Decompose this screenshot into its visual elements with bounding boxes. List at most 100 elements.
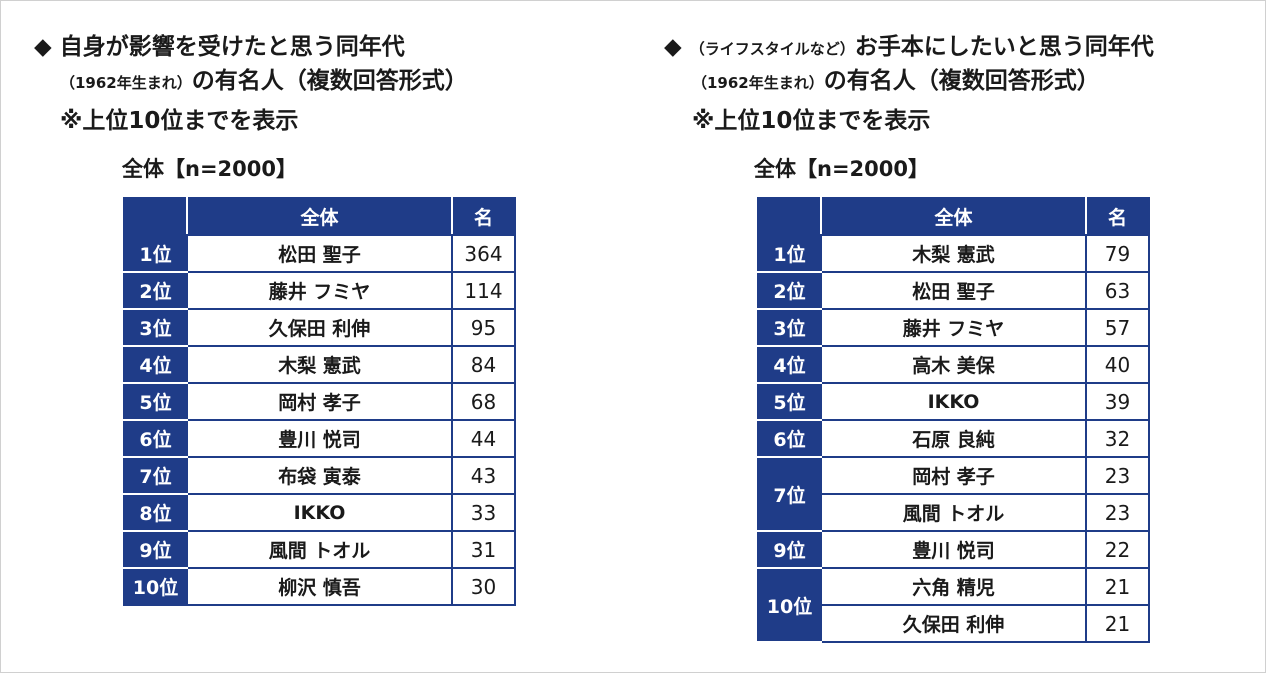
rank-cell: 3位: [757, 308, 822, 347]
right-title-mark: ◆: [664, 34, 690, 60]
rank-cell: 1位: [757, 234, 822, 273]
right-note: ※上位10位までを表示: [692, 108, 931, 134]
rank-cell: 5位: [757, 382, 822, 421]
name-cell: 布袋 寅泰: [186, 456, 453, 495]
count-cell: 22: [1085, 530, 1150, 569]
count-cell: 39: [1085, 382, 1150, 421]
table-row: 5位 IKKO 39: [757, 382, 1150, 421]
rank-cell: 4位: [757, 345, 822, 384]
table-row: 7位 布袋 寅泰 43: [123, 456, 516, 495]
table-row: 4位 木梨 憲武 84: [123, 345, 516, 384]
rank-cell: 9位: [123, 530, 188, 569]
left-header-name: 全体: [186, 197, 453, 236]
name-cell: 岡村 孝子: [820, 456, 1087, 495]
name-cell: 木梨 憲武: [186, 345, 453, 384]
left-header-rank: [123, 197, 188, 236]
rank-cell: 8位: [123, 493, 188, 532]
right-title-line1: ◆ （ライフスタイルなど）お手本にしたいと思う同年代: [664, 36, 1154, 59]
name-cell: IKKO: [186, 493, 453, 532]
rank-cell: 3位: [123, 308, 188, 347]
name-cell: 久保田 利伸: [820, 604, 1087, 643]
name-cell: 高木 美保: [820, 345, 1087, 384]
table-row: 5位 岡村 孝子 68: [123, 382, 516, 421]
rank-cell: 5位: [123, 382, 188, 421]
table-row: 2位 松田 聖子 63: [757, 271, 1150, 310]
rank-cell: 4位: [123, 345, 188, 384]
rank-cell: 10位: [123, 567, 188, 606]
count-cell: 63: [1085, 271, 1150, 310]
name-cell: 藤井 フミヤ: [186, 271, 453, 310]
count-cell: 44: [451, 419, 516, 458]
rank-cell: 9位: [757, 530, 822, 569]
rank-cell: 10位: [757, 567, 822, 643]
table-row: 10位 六角 精児 21: [757, 567, 1150, 643]
table-row: 8位 IKKO 33: [123, 493, 516, 532]
right-title-line2-rest: の有名人（複数回答形式）: [823, 68, 1100, 94]
name-cell: 久保田 利伸: [186, 308, 453, 347]
count-cell: 114: [451, 271, 516, 310]
table-row: 3位 久保田 利伸 95: [123, 308, 516, 347]
right-header-name: 全体: [820, 197, 1087, 236]
name-cell: 豊川 悦司: [186, 419, 453, 458]
table-row: 2位 藤井 フミヤ 114: [123, 271, 516, 310]
rank-cell: 1位: [123, 234, 188, 273]
left-total-label: 全体【n=2000】: [122, 157, 297, 181]
count-cell: 95: [451, 308, 516, 347]
right-title-lifestyle-note: （ライフスタイルなど）: [689, 40, 855, 58]
right-title-birth-note: （1962年生まれ）: [692, 74, 824, 92]
table-row: 3位 藤井 フミヤ 57: [757, 308, 1150, 347]
name-cell: 藤井 フミヤ: [820, 308, 1087, 347]
left-title-birth-note: （1962年生まれ）: [60, 74, 192, 92]
name-cell: 豊川 悦司: [820, 530, 1087, 569]
left-title-line1: ◆ 自身が影響を受けたと思う同年代: [34, 34, 405, 60]
name-cell: 木梨 憲武: [820, 234, 1087, 273]
name-cell: 石原 良純: [820, 419, 1087, 458]
name-cell: 六角 精児: [820, 567, 1087, 606]
name-cell: 柳沢 慎吾: [186, 567, 453, 606]
table-row: 4位 高木 美保 40: [757, 345, 1150, 384]
rank-cell: 6位: [123, 419, 188, 458]
table-row: 7位 岡村 孝子 23: [757, 456, 1150, 532]
right-header-count: 名: [1085, 197, 1150, 236]
table-row: 9位 豊川 悦司 22: [757, 530, 1150, 569]
count-cell: 21: [1085, 567, 1150, 606]
table-row: 久保田 利伸 21: [758, 604, 1150, 643]
table-row: 風間 トオル 23: [758, 493, 1150, 532]
right-ranking-table: 全体 名 1位 木梨 憲武 79 2位 松田 聖子 63 3位 藤井 フミヤ 57 4位 高木…: [757, 197, 1150, 643]
table-row: 9位 風間 トオル 31: [123, 530, 516, 569]
right-title-line1-rest: お手本にしたいと思う同年代: [854, 34, 1154, 60]
rank-cell: 6位: [757, 419, 822, 458]
table-row: 1位 松田 聖子 364: [123, 234, 516, 273]
name-cell: 松田 聖子: [186, 234, 453, 273]
count-cell: 43: [451, 456, 516, 495]
name-cell: 松田 聖子: [820, 271, 1087, 310]
rank-cell: 7位: [123, 456, 188, 495]
left-ranking-table: 全体 名 1位 松田 聖子 364 2位 藤井 フミヤ 114 3位 久保田 利伸 95 4…: [123, 197, 516, 606]
name-cell: IKKO: [820, 382, 1087, 421]
left-header-count: 名: [451, 197, 516, 236]
count-cell: 21: [1085, 604, 1150, 643]
count-cell: 23: [1085, 493, 1150, 532]
name-cell: 風間 トオル: [186, 530, 453, 569]
count-cell: 32: [1085, 419, 1150, 458]
rank-cell: 7位: [757, 456, 822, 532]
table-row: 6位 豊川 悦司 44: [123, 419, 516, 458]
count-cell: 23: [1085, 456, 1150, 495]
table-row: 1位 木梨 憲武 79: [757, 234, 1150, 273]
table-row: 6位 石原 良純 32: [757, 419, 1150, 458]
right-title-line2: （1962年生まれ）の有名人（複数回答形式）: [692, 70, 1100, 93]
count-cell: 364: [451, 234, 516, 273]
count-cell: 31: [451, 530, 516, 569]
count-cell: 40: [1085, 345, 1150, 384]
table-row: 10位 柳沢 慎吾 30: [123, 567, 516, 606]
rank-cell: 2位: [757, 271, 822, 310]
name-cell: 風間 トオル: [820, 493, 1087, 532]
rank-cell: 2位: [123, 271, 188, 310]
count-cell: 68: [451, 382, 516, 421]
count-cell: 30: [451, 567, 516, 606]
count-cell: 57: [1085, 308, 1150, 347]
count-cell: 33: [451, 493, 516, 532]
left-title-line2-rest: の有名人（複数回答形式）: [191, 68, 468, 94]
left-title-line2: （1962年生まれ）の有名人（複数回答形式）: [60, 70, 468, 93]
right-total-label: 全体【n=2000】: [754, 157, 929, 181]
